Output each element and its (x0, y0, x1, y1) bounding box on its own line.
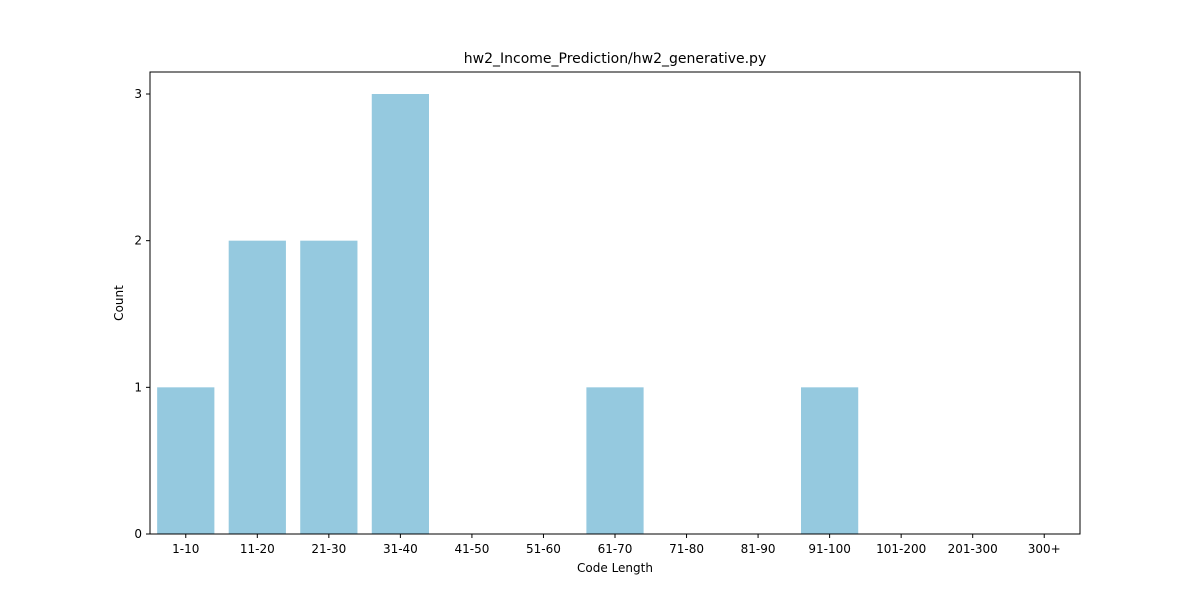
y-axis: 0 1 2 3 (134, 87, 150, 541)
chart-title: hw2_Income_Prediction/hw2_generative.py (464, 51, 766, 67)
y-tick-label: 1 (134, 380, 142, 394)
bar-1-10 (157, 387, 215, 534)
y-tick-label: 3 (134, 87, 142, 101)
x-tick-label: 11-20 (240, 542, 275, 556)
x-tick-label: 31-40 (383, 542, 418, 556)
y-tick-label: 2 (134, 234, 142, 248)
x-axis: 1-10 11-20 21-30 31-40 41-50 51-60 61-70 71-80 8… (172, 534, 1061, 556)
x-axis-label: Code Length (577, 561, 653, 575)
bar-61-70 (586, 387, 644, 534)
y-tick-label: 0 (134, 527, 142, 541)
x-tick-label: 201-300 (948, 542, 998, 556)
bar-91-100 (801, 387, 859, 534)
x-tick-label: 101-200 (876, 542, 926, 556)
x-tick-label: 1-10 (172, 542, 199, 556)
x-tick-label: 81-90 (741, 542, 776, 556)
x-tick-label: 91-100 (808, 542, 851, 556)
x-tick-label: 51-60 (526, 542, 561, 556)
bar-11-20 (228, 240, 286, 534)
x-tick-label: 41-50 (454, 542, 489, 556)
x-tick-label: 21-30 (311, 542, 346, 556)
y-axis-label: Count (112, 285, 126, 321)
bar-31-40 (371, 94, 429, 534)
x-tick-label: 71-80 (669, 542, 704, 556)
x-tick-label: 300+ (1028, 542, 1061, 556)
bar-21-30 (300, 240, 358, 534)
x-tick-label: 61-70 (598, 542, 633, 556)
bars-group (157, 94, 859, 534)
